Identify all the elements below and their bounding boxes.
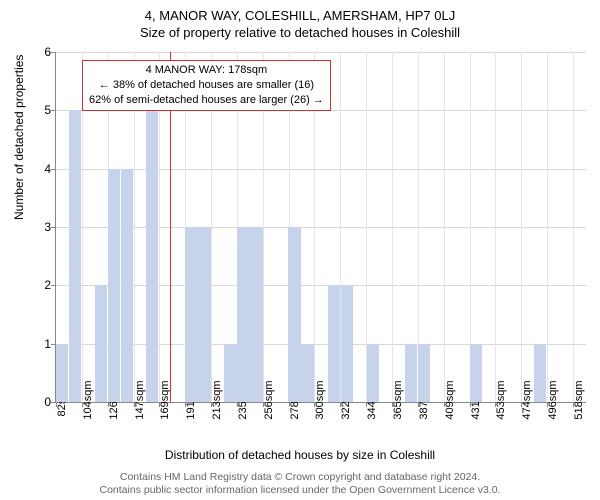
xtick-label: 256sqm: [263, 380, 275, 419]
ytick-mark: [51, 169, 56, 170]
annotation-line-1: 4 MANOR WAY: 178sqm: [89, 63, 324, 78]
histogram-bar: [56, 344, 68, 402]
xtick-label: 365sqm: [392, 380, 404, 419]
histogram-bar: [198, 227, 210, 402]
ytick-label: 1: [36, 337, 51, 351]
histogram-bar: [185, 227, 197, 402]
ytick-mark: [51, 110, 56, 111]
xtick-label: 496sqm: [547, 380, 559, 419]
histogram-bar: [418, 344, 430, 402]
histogram-bar: [95, 285, 107, 402]
gridline-h: [56, 227, 586, 228]
histogram-bar: [328, 285, 340, 402]
footer-line-2: Contains public sector information licen…: [0, 484, 600, 498]
ytick-label: 2: [36, 278, 51, 292]
histogram-bar: [108, 169, 120, 402]
xtick-label: 147sqm: [134, 380, 146, 419]
ytick-mark: [51, 52, 56, 53]
histogram-bar: [237, 227, 249, 402]
annotation-line-2: ← 38% of detached houses are smaller (16…: [89, 78, 324, 93]
gridline-v: [444, 52, 445, 402]
gridline-h: [56, 169, 586, 170]
annotation-line-3: 62% of semi-detached houses are larger (…: [89, 93, 324, 108]
ytick-label: 5: [36, 103, 51, 117]
xtick-label: 409sqm: [444, 380, 456, 419]
ytick-label: 3: [36, 220, 51, 234]
histogram-bar: [534, 344, 546, 402]
gridline-v: [521, 52, 522, 402]
xtick-label: 300sqm: [314, 380, 326, 419]
histogram-bar: [224, 344, 236, 402]
histogram-bar: [301, 344, 313, 402]
histogram-bar: [470, 344, 482, 402]
gridline-h: [56, 52, 586, 53]
gridline-h: [56, 344, 586, 345]
histogram-bar: [121, 169, 133, 402]
histogram-bar: [405, 344, 417, 402]
ytick-label: 6: [36, 45, 51, 59]
xtick-label: 104sqm: [82, 380, 94, 419]
xtick-label: 453sqm: [495, 380, 507, 419]
gridline-h: [56, 285, 586, 286]
footer-line-1: Contains HM Land Registry data © Crown c…: [0, 471, 600, 485]
ytick-label: 4: [36, 162, 51, 176]
footer-attribution: Contains HM Land Registry data © Crown c…: [0, 471, 600, 498]
histogram-bar: [146, 110, 158, 402]
chart-title: 4, MANOR WAY, COLESHILL, AMERSHAM, HP7 0…: [0, 0, 600, 23]
xtick-label: 474sqm: [521, 380, 533, 419]
histogram-bar: [288, 227, 300, 402]
annotation-callout: 4 MANOR WAY: 178sqm ← 38% of detached ho…: [82, 60, 331, 111]
gridline-v: [392, 52, 393, 402]
histogram-bar: [250, 227, 262, 402]
gridline-v: [547, 52, 548, 402]
xtick-label: 518sqm: [573, 380, 585, 419]
chart-container: 4, MANOR WAY, COLESHILL, AMERSHAM, HP7 0…: [0, 0, 600, 500]
gridline-v: [495, 52, 496, 402]
ytick-mark: [51, 285, 56, 286]
histogram-bar: [367, 344, 379, 402]
ytick-mark: [51, 227, 56, 228]
xtick-label: 213sqm: [211, 380, 223, 419]
y-axis-label: Number of detached properties: [12, 55, 26, 220]
chart-subtitle: Size of property relative to detached ho…: [0, 23, 600, 40]
ytick-label: 0: [36, 395, 51, 409]
gridline-v: [573, 52, 574, 402]
histogram-bar: [69, 110, 81, 402]
x-axis-label: Distribution of detached houses by size …: [0, 448, 600, 462]
histogram-bar: [341, 285, 353, 402]
